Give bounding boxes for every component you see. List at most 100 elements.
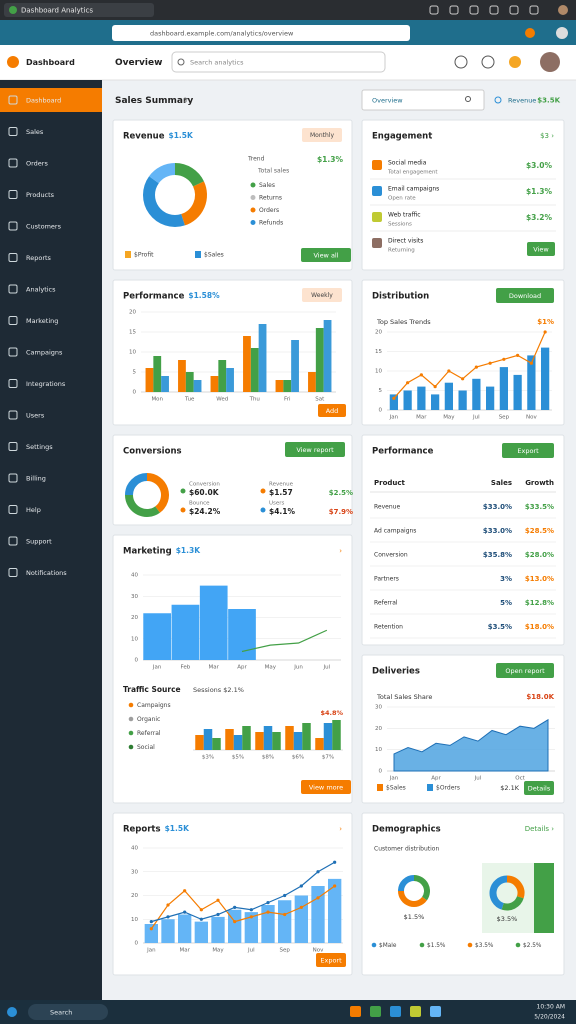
url[interactable]: dashboard.example.com/analytics/overview xyxy=(150,30,294,38)
point xyxy=(502,357,506,361)
button-label[interactable]: View report xyxy=(296,446,334,454)
button[interactable] xyxy=(285,442,345,457)
nav-item[interactable]: Billing xyxy=(26,475,46,483)
x-tick-label: Fri xyxy=(284,397,291,403)
x-tick-label: Mar xyxy=(209,665,220,671)
card-title: Demographics xyxy=(372,825,441,835)
nav-item[interactable]: Help xyxy=(26,506,41,514)
button-label[interactable]: Details xyxy=(528,785,551,793)
button[interactable] xyxy=(527,242,555,256)
nav-item[interactable]: Marketing xyxy=(26,317,58,325)
taskbar-search[interactable] xyxy=(28,1004,108,1020)
search-icon xyxy=(465,96,471,102)
button[interactable] xyxy=(301,780,351,794)
button-label[interactable]: Export xyxy=(320,957,342,965)
nav-item[interactable]: Integrations xyxy=(26,380,66,388)
taskbar-app[interactable] xyxy=(430,1006,441,1017)
point xyxy=(333,884,337,888)
search-box[interactable] xyxy=(171,51,386,73)
button-label[interactable]: Download xyxy=(509,292,541,300)
nav-item[interactable]: Orders xyxy=(26,160,48,168)
card-accent: $1.5K xyxy=(168,131,194,140)
legend-swatch xyxy=(195,251,201,258)
bar xyxy=(211,916,225,943)
card-link[interactable]: › xyxy=(339,547,342,555)
card-link[interactable]: › xyxy=(339,825,342,833)
start-button[interactable] xyxy=(7,1007,17,1017)
button-label[interactable]: View xyxy=(533,246,549,254)
nav-item[interactable]: Reports xyxy=(26,254,52,262)
button[interactable] xyxy=(496,288,554,303)
bar xyxy=(258,324,267,392)
item-value: $3.2% xyxy=(526,213,553,222)
donut-segment xyxy=(180,181,207,226)
bar xyxy=(283,380,292,392)
button[interactable] xyxy=(502,443,554,458)
item-sub: Total engagement xyxy=(387,170,438,176)
nav-item[interactable]: Support xyxy=(26,538,52,546)
nav-icon xyxy=(8,253,18,262)
address-bar[interactable] xyxy=(112,25,410,41)
bar xyxy=(308,372,316,392)
taskbar-app[interactable] xyxy=(350,1006,361,1017)
y-tick-label: 10 xyxy=(131,636,138,642)
button-label[interactable]: Open report xyxy=(505,667,545,675)
line xyxy=(241,629,328,653)
button[interactable] xyxy=(524,781,554,795)
tab-label[interactable]: Overview xyxy=(372,97,403,105)
nav-item[interactable]: Products xyxy=(26,191,55,199)
button[interactable] xyxy=(496,663,554,678)
bar xyxy=(486,386,495,410)
user-avatar[interactable] xyxy=(540,52,560,72)
donut-segment xyxy=(174,163,204,187)
card-link[interactable]: Details › xyxy=(525,825,554,833)
stat-value: $24.2% xyxy=(189,507,221,516)
button-label[interactable]: Add xyxy=(326,407,339,415)
button[interactable] xyxy=(316,953,346,967)
table-cell: Ad campaigns xyxy=(374,528,416,535)
button-label[interactable]: View more xyxy=(309,784,343,792)
nav-item[interactable]: Dashboard xyxy=(26,97,61,105)
nav-item[interactable]: Campaigns xyxy=(26,349,63,357)
nav-item[interactable]: Settings xyxy=(26,443,53,451)
nav-item[interactable]: Analytics xyxy=(26,286,56,294)
button[interactable] xyxy=(318,404,346,417)
item-icon xyxy=(372,160,382,170)
bar xyxy=(323,723,333,750)
x-tick-label: Jul xyxy=(474,776,482,782)
browser-icon xyxy=(469,5,479,15)
icon-button[interactable] xyxy=(454,55,468,69)
y-tick-label: 20 xyxy=(129,310,136,316)
header-title: Overview xyxy=(115,58,162,68)
button[interactable] xyxy=(301,248,351,262)
button-label[interactable]: Export xyxy=(517,447,539,455)
taskbar-app[interactable] xyxy=(370,1006,381,1017)
tab-box[interactable] xyxy=(361,89,485,111)
donut-label: $1.5% xyxy=(404,913,425,921)
nav-item[interactable]: Customers xyxy=(26,223,62,231)
point xyxy=(299,884,303,888)
search-placeholder[interactable]: Search analytics xyxy=(190,59,244,67)
bar xyxy=(278,900,292,943)
table-cell: $35.8% xyxy=(483,551,512,559)
card-link[interactable]: $3 › xyxy=(540,132,554,140)
nav-icon xyxy=(8,284,18,294)
stat-dot xyxy=(180,507,186,513)
x-tick-label: Sep xyxy=(279,948,290,954)
legend-swatch xyxy=(377,784,383,791)
taskbar-app[interactable] xyxy=(390,1006,401,1017)
bar xyxy=(302,723,311,750)
y-tick-label: 30 xyxy=(131,869,138,875)
nav-item[interactable]: Notifications xyxy=(26,569,67,577)
bar xyxy=(145,368,154,392)
button-label[interactable]: View all xyxy=(313,252,338,260)
taskbar-search-text[interactable]: Search xyxy=(50,1009,72,1017)
icon-button[interactable] xyxy=(509,56,521,68)
nav-item[interactable]: Users xyxy=(26,412,45,420)
taskbar-app[interactable] xyxy=(410,1006,421,1017)
icon-button[interactable] xyxy=(481,55,495,69)
y-tick-label: 30 xyxy=(131,594,138,600)
nav-item[interactable]: Sales xyxy=(26,128,44,136)
x-tick-label: Apr xyxy=(237,665,247,671)
item-icon xyxy=(372,186,382,196)
